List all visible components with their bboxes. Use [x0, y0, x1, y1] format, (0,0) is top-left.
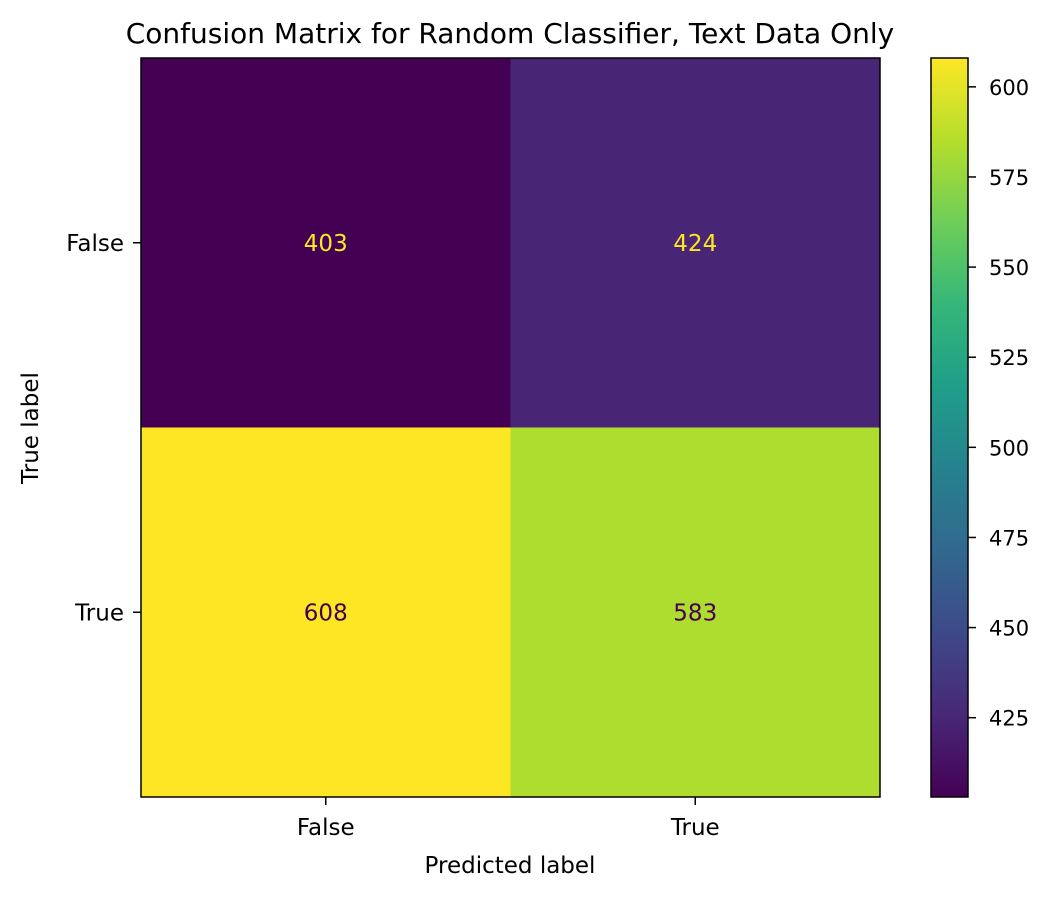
- colorbar-tick-label: 550: [989, 256, 1029, 280]
- heatmap-cell: [141, 427, 511, 798]
- heatmap-cell: [510, 427, 881, 798]
- heatmap-cells: [141, 58, 881, 798]
- cell-value-label: 424: [673, 231, 717, 257]
- y-tick-label: True: [74, 600, 124, 626]
- x-axis-ticks: False True: [297, 797, 720, 841]
- chart-title: Confusion Matrix for Random Classifier, …: [126, 17, 895, 50]
- colorbar-tick-label: 575: [989, 166, 1029, 190]
- y-axis-ticks: False True: [66, 231, 141, 626]
- colorbar-tick-label: 425: [989, 707, 1029, 731]
- heatmap-cell: [510, 58, 881, 428]
- colorbar: [930, 57, 969, 798]
- colorbar-tick-label: 525: [989, 346, 1029, 370]
- heatmap-cell-labels: 403 424 608 583: [304, 231, 717, 627]
- colorbar-tick-label: 475: [989, 526, 1029, 550]
- colorbar-tick-label: 600: [989, 76, 1029, 100]
- plot-frame: [140, 57, 881, 798]
- colorbar-tick-label: 450: [989, 617, 1029, 641]
- heatmap-cell: [141, 58, 511, 428]
- cell-value-label: 608: [304, 600, 348, 626]
- x-tick-label: True: [670, 815, 720, 841]
- y-axis-label: True label: [18, 372, 44, 485]
- colorbar-ticks: 425 450 475 500 525 550 575 600: [968, 76, 1029, 731]
- colorbar-tick-label: 500: [989, 436, 1029, 460]
- cell-value-label: 403: [304, 231, 348, 257]
- cell-value-label: 583: [673, 600, 717, 626]
- x-tick-label: False: [297, 815, 355, 841]
- y-tick-label: False: [66, 231, 124, 257]
- x-axis-label: Predicted label: [425, 853, 596, 879]
